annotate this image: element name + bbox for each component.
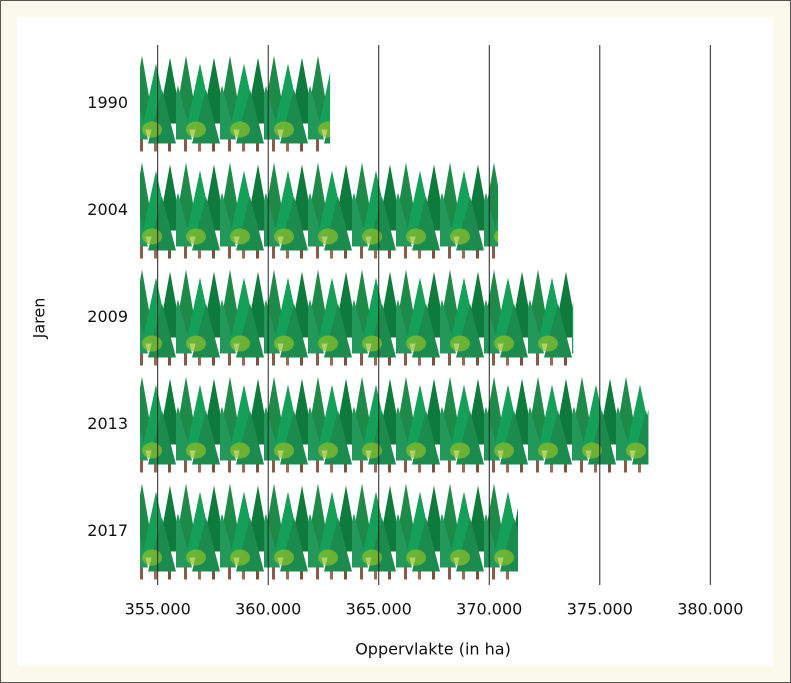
bar <box>140 162 499 259</box>
x-tick-label: 380.000 <box>677 600 743 619</box>
y-tick-label: 2017 <box>87 521 128 540</box>
bar <box>140 55 331 152</box>
y-tick-label: 2013 <box>87 414 128 433</box>
y-tick-label: 1990 <box>87 93 128 112</box>
y-axis-label: Jaren <box>30 298 49 340</box>
x-tick-label: 360.000 <box>235 600 301 619</box>
x-tick-label: 370.000 <box>456 600 522 619</box>
x-tick-label: 365.000 <box>346 600 412 619</box>
x-tick-label: 375.000 <box>567 600 633 619</box>
bar <box>140 376 649 473</box>
bar <box>140 483 518 580</box>
y-tick-label: 2004 <box>87 200 128 219</box>
bar <box>140 269 574 366</box>
x-tick-label: 355.000 <box>125 600 191 619</box>
x-axis-label: Oppervlakte (in ha) <box>355 640 511 659</box>
y-tick-label: 2009 <box>87 307 128 326</box>
